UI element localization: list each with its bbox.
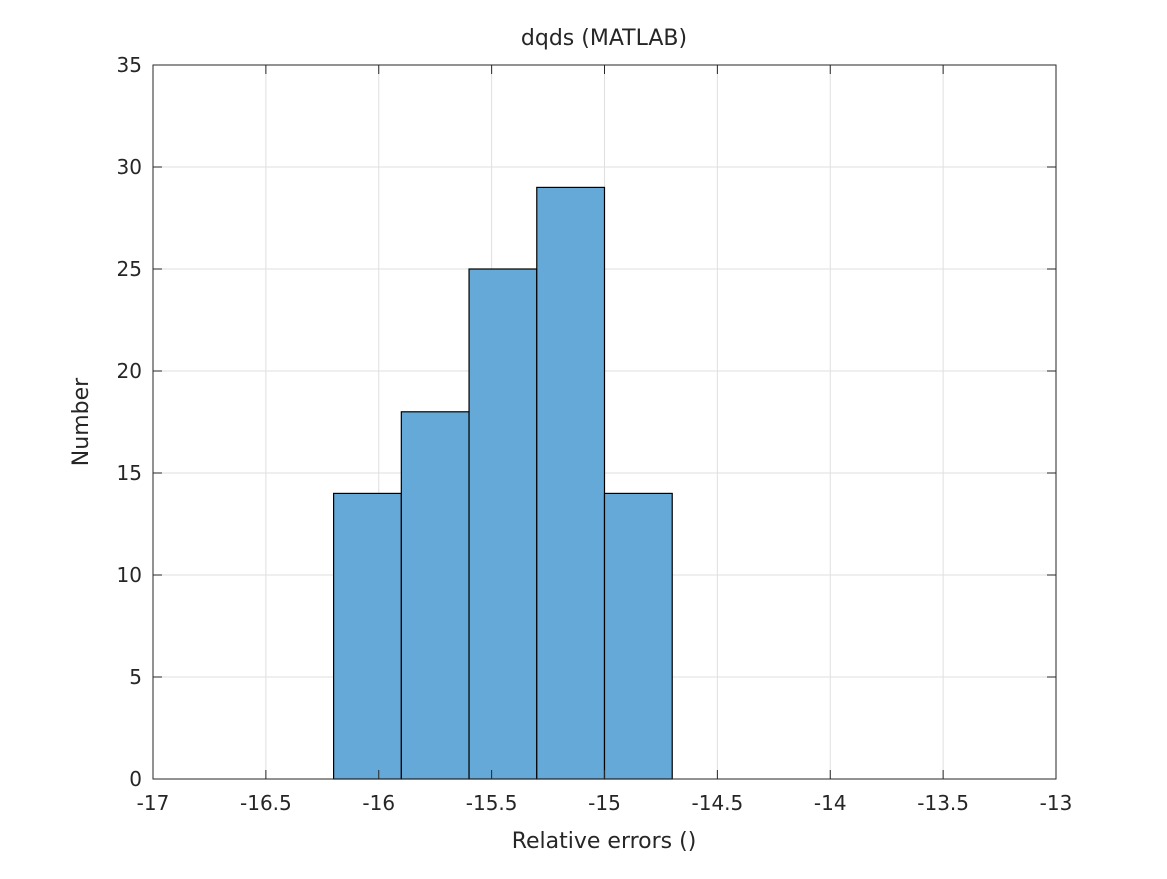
y-tick-label: 30 — [117, 155, 142, 179]
chart-title: dqds (MATLAB) — [521, 26, 687, 51]
x-tick-label: -14 — [814, 791, 847, 815]
x-tick-label: -16.5 — [240, 791, 292, 815]
histogram-bar — [603, 492, 673, 780]
histogram-bar — [468, 268, 538, 780]
y-tick-label: 25 — [117, 257, 142, 281]
y-tick-label: 0 — [129, 767, 142, 791]
y-tick-label: 20 — [117, 359, 142, 383]
histogram-bar — [536, 186, 606, 780]
y-tick-label: 5 — [129, 665, 142, 689]
x-tick-label: -17 — [137, 791, 170, 815]
x-tick-label: -13.5 — [917, 791, 969, 815]
histogram-bar — [333, 492, 402, 780]
x-tick-label: -16 — [362, 791, 395, 815]
x-tick-label: -15 — [588, 791, 621, 815]
y-tick-label: 35 — [117, 53, 142, 77]
histogram-bars — [333, 186, 673, 780]
x-tick-labels: -17 -16.5 -16 -15.5 -15 -14.5 -14 -13.5 -13 — [137, 791, 1073, 815]
x-axis-label: Relative errors () — [512, 829, 697, 854]
y-tick-labels: 0 5 10 15 20 25 30 35 — [117, 53, 142, 791]
y-axis-label: Number — [69, 377, 94, 466]
axis-ticks — [152, 64, 1057, 780]
histogram-bar — [400, 411, 470, 780]
x-tick-label: -13 — [1040, 791, 1073, 815]
y-tick-label: 15 — [117, 461, 142, 485]
x-tick-label: -14.5 — [692, 791, 744, 815]
y-tick-label: 10 — [117, 563, 142, 587]
x-tick-label: -15.5 — [466, 791, 518, 815]
